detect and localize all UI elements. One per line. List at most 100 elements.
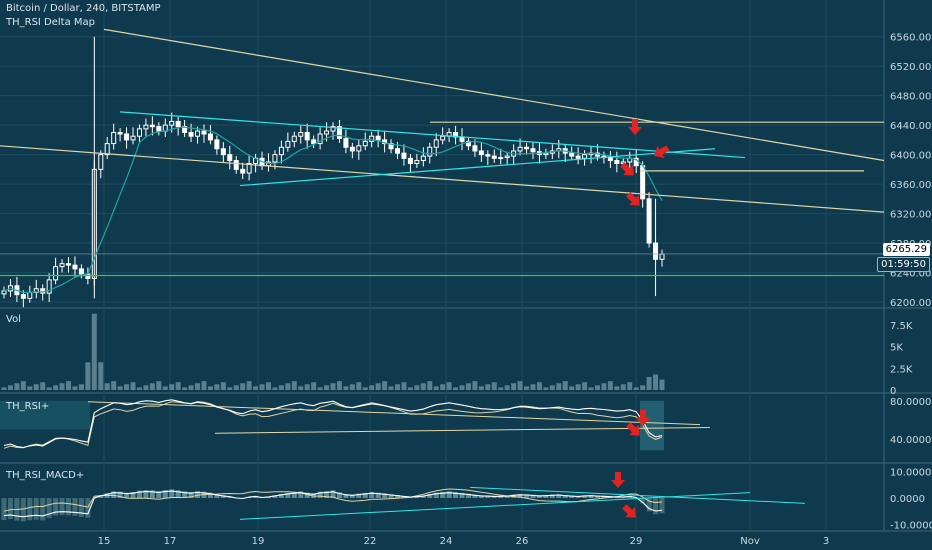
macd-histogram-bar (27, 498, 33, 521)
indicator-title[interactable]: TH_RSI Delta Map (6, 17, 96, 28)
candle (291, 131, 297, 148)
price-pane[interactable] (0, 28, 885, 308)
candle-body-up (298, 132, 304, 137)
candle (562, 144, 568, 162)
candle (582, 150, 588, 166)
candle-body-up (272, 154, 278, 163)
volume-bar (478, 386, 484, 390)
candle-body-down (240, 168, 246, 174)
candle (382, 131, 388, 153)
macd-histogram-bar (453, 492, 459, 498)
volume-bar (240, 383, 246, 390)
candle-body-up (659, 253, 665, 260)
macd-histogram-bar (530, 494, 536, 498)
candle (349, 142, 355, 159)
macd-histogram-bar (427, 494, 433, 498)
macd-histogram-bar (207, 492, 213, 498)
macd-label[interactable]: TH_RSI_MACD+ (6, 470, 85, 481)
volume-bar (375, 383, 381, 390)
volume-bar (640, 385, 646, 390)
candle-body-down (395, 148, 401, 154)
candle-body-up (143, 124, 149, 130)
volume-bar (414, 385, 420, 390)
moving-average-line (3, 126, 663, 293)
macd-histogram-bar (324, 491, 330, 498)
candle (433, 133, 439, 157)
volume-bar (485, 384, 491, 390)
macd-histogram-bar (536, 495, 542, 498)
candle-body-up (582, 154, 588, 159)
macd-histogram-bar (130, 492, 136, 498)
macd-histogram-bar (66, 498, 72, 516)
candle-body-down (117, 132, 123, 135)
macd-histogram-bar (175, 490, 181, 498)
candle-body-up (169, 120, 175, 126)
volume-bar (543, 387, 549, 390)
macd-pane[interactable] (1, 486, 806, 522)
macd-histogram-bar (98, 495, 104, 498)
red-arrow-icon (626, 192, 640, 206)
candle (401, 144, 407, 166)
volume-pane[interactable] (1, 313, 665, 390)
candle-body-up (53, 266, 59, 281)
volume-bar (136, 387, 142, 390)
macd-histogram-bar (569, 495, 575, 498)
red-arrow-icon (622, 504, 636, 518)
candle (66, 257, 72, 273)
macd-histogram-bar (72, 498, 78, 516)
volume-bar (304, 384, 310, 390)
volume-bar (246, 381, 252, 390)
candle-body-down (214, 139, 220, 150)
red-arrow-shape (622, 504, 636, 518)
volume-bar (594, 385, 600, 390)
volume-bar (498, 387, 504, 390)
volume-bar (1, 387, 7, 390)
candle (530, 142, 536, 160)
candle-body-up (111, 132, 117, 145)
candle (175, 117, 181, 136)
macd-histogram-bar (195, 491, 201, 498)
candle (659, 249, 665, 267)
volume-bar (227, 387, 233, 390)
rsi-tick-label: 80.0000 (890, 397, 931, 408)
candle (524, 142, 530, 155)
candle (285, 132, 291, 152)
macd-histogram-bar (169, 489, 175, 498)
volume-bar (104, 383, 110, 390)
volume-bar (607, 381, 613, 390)
candle (414, 153, 420, 168)
candle (207, 125, 213, 145)
candle-body-up (543, 152, 549, 156)
volume-bar (259, 384, 265, 390)
candle-body-down (614, 160, 620, 164)
macd-histogram-bar (111, 491, 117, 498)
volume-label[interactable]: Vol (6, 314, 21, 325)
rsi-pane[interactable] (0, 399, 711, 451)
annotation-arrows (611, 119, 670, 518)
candle-body-up (504, 155, 510, 159)
volume-bar (491, 382, 497, 390)
candle-body-down (607, 157, 613, 162)
macd-histogram-bar (362, 492, 368, 498)
price-tick-label: 6240.00 (890, 269, 931, 280)
candle (304, 123, 310, 149)
last-price-tag: 6265.29 (882, 243, 930, 256)
macd-histogram-bar (349, 494, 355, 498)
volume-bar (511, 383, 517, 390)
macd-histogram-bar (543, 495, 549, 498)
rsi-label[interactable]: TH_RSI+ (6, 401, 50, 412)
volume-bar (214, 384, 220, 390)
candle (59, 259, 65, 273)
macd-histogram-bar (653, 498, 659, 515)
candle-body-down (311, 139, 317, 145)
macd-histogram-bar (7, 498, 13, 520)
volume-bar (207, 386, 213, 390)
macd-histogram-bar (53, 498, 59, 516)
candle-body-up (104, 143, 110, 156)
macd-histogram-bar (330, 490, 336, 498)
symbol-title[interactable]: Bitcoin / Dollar, 240, BITSTAMP (6, 3, 161, 14)
candle-body-down (207, 133, 213, 141)
candle (246, 154, 252, 181)
volume-bar (130, 382, 136, 390)
